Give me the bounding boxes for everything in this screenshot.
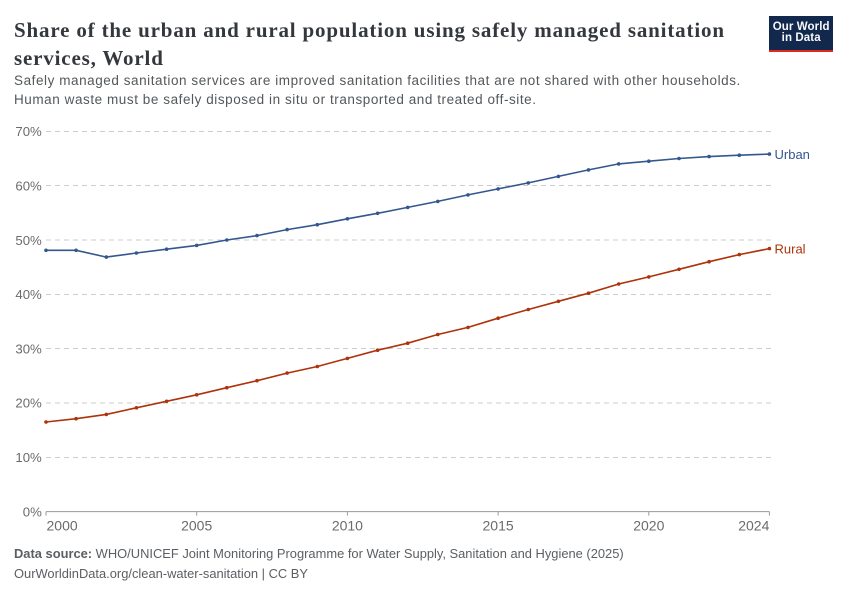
svg-text:20%: 20% <box>15 396 42 411</box>
svg-text:2020: 2020 <box>633 518 664 534</box>
svg-text:10%: 10% <box>15 450 42 465</box>
svg-text:2000: 2000 <box>47 518 78 534</box>
svg-text:60%: 60% <box>15 178 42 193</box>
svg-text:2005: 2005 <box>181 518 212 534</box>
svg-text:Urban: Urban <box>775 147 810 162</box>
svg-text:2010: 2010 <box>332 518 363 534</box>
svg-text:50%: 50% <box>15 233 42 248</box>
svg-text:0%: 0% <box>23 504 42 519</box>
svg-text:30%: 30% <box>15 341 42 356</box>
svg-text:2015: 2015 <box>483 518 514 534</box>
svg-text:2024: 2024 <box>738 518 769 534</box>
svg-text:40%: 40% <box>15 287 42 302</box>
svg-text:Rural: Rural <box>775 242 806 257</box>
svg-text:70%: 70% <box>15 124 42 139</box>
